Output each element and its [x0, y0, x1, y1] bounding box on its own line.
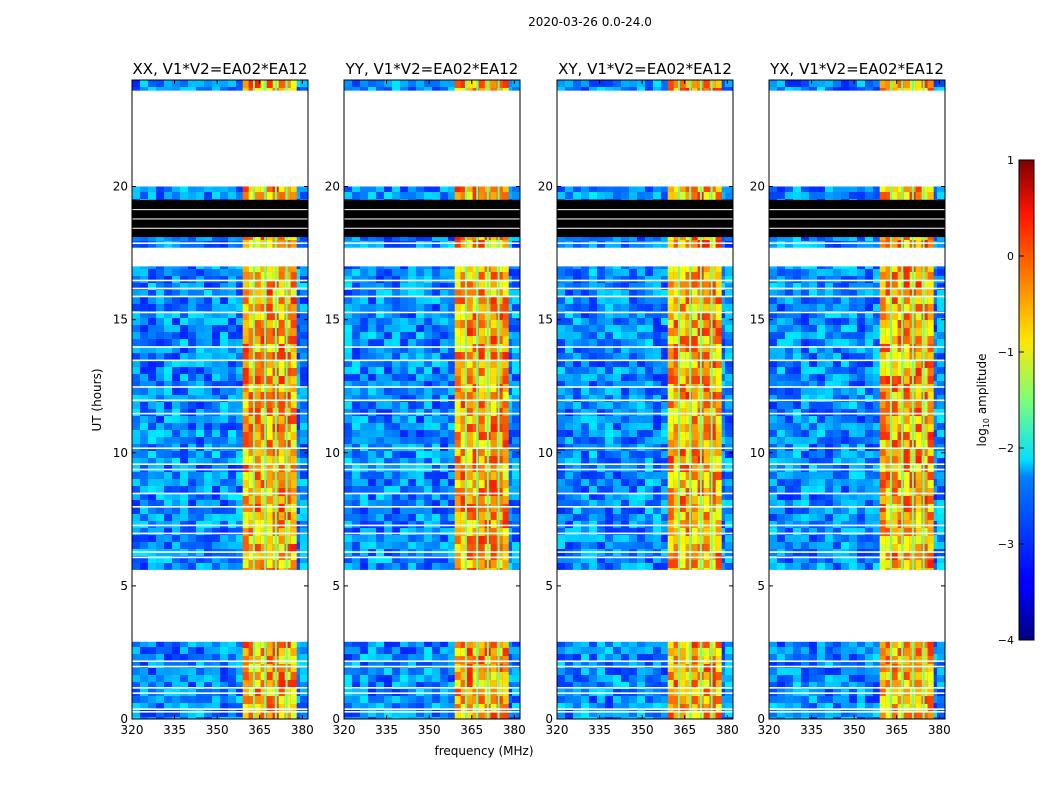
y-tick-label: 15 [750, 313, 765, 327]
x-tick-label: 320 [758, 723, 781, 737]
y-tick-label: 20 [750, 180, 765, 194]
x-tick-label: 320 [333, 723, 356, 737]
panel-title: XX, V1*V2=EA02*EA12 [133, 60, 308, 78]
x-tick-label: 335 [800, 723, 823, 737]
panel-title: YX, V1*V2=EA02*EA12 [769, 60, 944, 78]
x-tick-label: 335 [375, 723, 398, 737]
colorbar-tick-label: 1 [1007, 154, 1014, 167]
x-tick-label: 365 [885, 723, 908, 737]
y-tick-label: 15 [325, 313, 340, 327]
panel-frame [556, 79, 734, 720]
x-tick-label: 350 [843, 723, 866, 737]
panel-frame [768, 79, 946, 720]
y-tick-label: 10 [113, 446, 128, 460]
colorbar-tick-label: 0 [1007, 250, 1014, 263]
x-tick-label: 380 [503, 723, 526, 737]
x-tick-label: 365 [248, 723, 271, 737]
panel-title: YY, V1*V2=EA02*EA12 [345, 60, 519, 78]
panel-2: YY, V1*V2=EA02*EA12 320 335 350 365 380 0 5 10 15… [325, 60, 526, 737]
y-tick-label: 5 [120, 579, 128, 593]
y-tick-label: 20 [538, 180, 553, 194]
y-tick-label: 15 [538, 313, 553, 327]
x-tick-label: 380 [716, 723, 739, 737]
x-tick-label: 335 [163, 723, 186, 737]
panel-heatmap [132, 80, 308, 719]
y-tick-label: 0 [332, 712, 340, 726]
x-tick-label: 350 [631, 723, 654, 737]
y-tick-label: 10 [325, 446, 340, 460]
colorbar-label-rest: amplitude [975, 354, 989, 418]
y-tick-label: 10 [750, 446, 765, 460]
colorbar-gradient [1018, 159, 1035, 641]
panel-heatmap [557, 80, 733, 719]
colorbar-label-sub: 10 [982, 418, 991, 428]
x-tick-label: 320 [121, 723, 144, 737]
x-tick-label: 335 [588, 723, 611, 737]
y-tick-label: 15 [113, 313, 128, 327]
colorbar-label-log: log [975, 428, 989, 446]
colorbar: 10−1−2−3−4 log10 amplitude [975, 154, 1035, 647]
colorbar-label: log10 amplitude [975, 354, 991, 447]
y-tick-label: 5 [545, 579, 553, 593]
y-tick-label: 5 [332, 579, 340, 593]
x-tick-label: 320 [546, 723, 569, 737]
x-tick-label: 365 [673, 723, 696, 737]
panel-frame [343, 79, 521, 720]
panel-4: YX, V1*V2=EA02*EA12 320 335 350 365 380 0 5 10 15… [750, 60, 951, 737]
y-tick-label: 0 [757, 712, 765, 726]
figure-suptitle: 2020-03-26 0.0-24.0 [528, 15, 652, 29]
y-tick-label: 20 [113, 180, 128, 194]
colorbar-tick-label: −4 [998, 634, 1014, 647]
y-tick-label: 0 [545, 712, 553, 726]
colorbar-tick-label: −2 [998, 442, 1014, 455]
x-tick-label: 380 [928, 723, 951, 737]
colorbar-tick-label: −1 [998, 346, 1014, 359]
y-tick-label: 0 [120, 712, 128, 726]
panel-heatmap [769, 80, 945, 719]
x-tick-label: 350 [206, 723, 229, 737]
x-tick-label: 365 [460, 723, 483, 737]
panel-title: XY, V1*V2=EA02*EA12 [558, 60, 732, 78]
y-tick-label: 5 [757, 579, 765, 593]
y-tick-label: 20 [325, 180, 340, 194]
panel-1: XX, V1*V2=EA02*EA12 320 335 350 365 380 0 5 10 15… [113, 60, 314, 737]
x-tick-label: 380 [291, 723, 314, 737]
colorbar-tick-label: −3 [998, 538, 1014, 551]
x-axis-label: frequency (MHz) [434, 744, 533, 758]
panel-frame [131, 79, 309, 720]
panel-heatmap [344, 80, 520, 719]
y-axis-label: UT (hours) [90, 368, 104, 431]
x-tick-label: 350 [418, 723, 441, 737]
y-tick-label: 10 [538, 446, 553, 460]
panel-3: XY, V1*V2=EA02*EA12 320 335 350 365 380 0 5 10 15… [538, 60, 739, 737]
